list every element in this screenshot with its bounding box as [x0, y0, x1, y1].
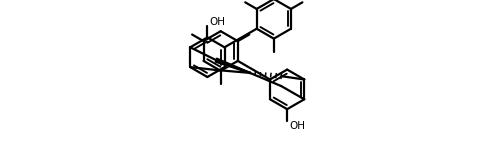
Text: OH: OH	[290, 121, 306, 131]
Text: OH: OH	[210, 17, 226, 27]
Polygon shape	[216, 58, 250, 73]
